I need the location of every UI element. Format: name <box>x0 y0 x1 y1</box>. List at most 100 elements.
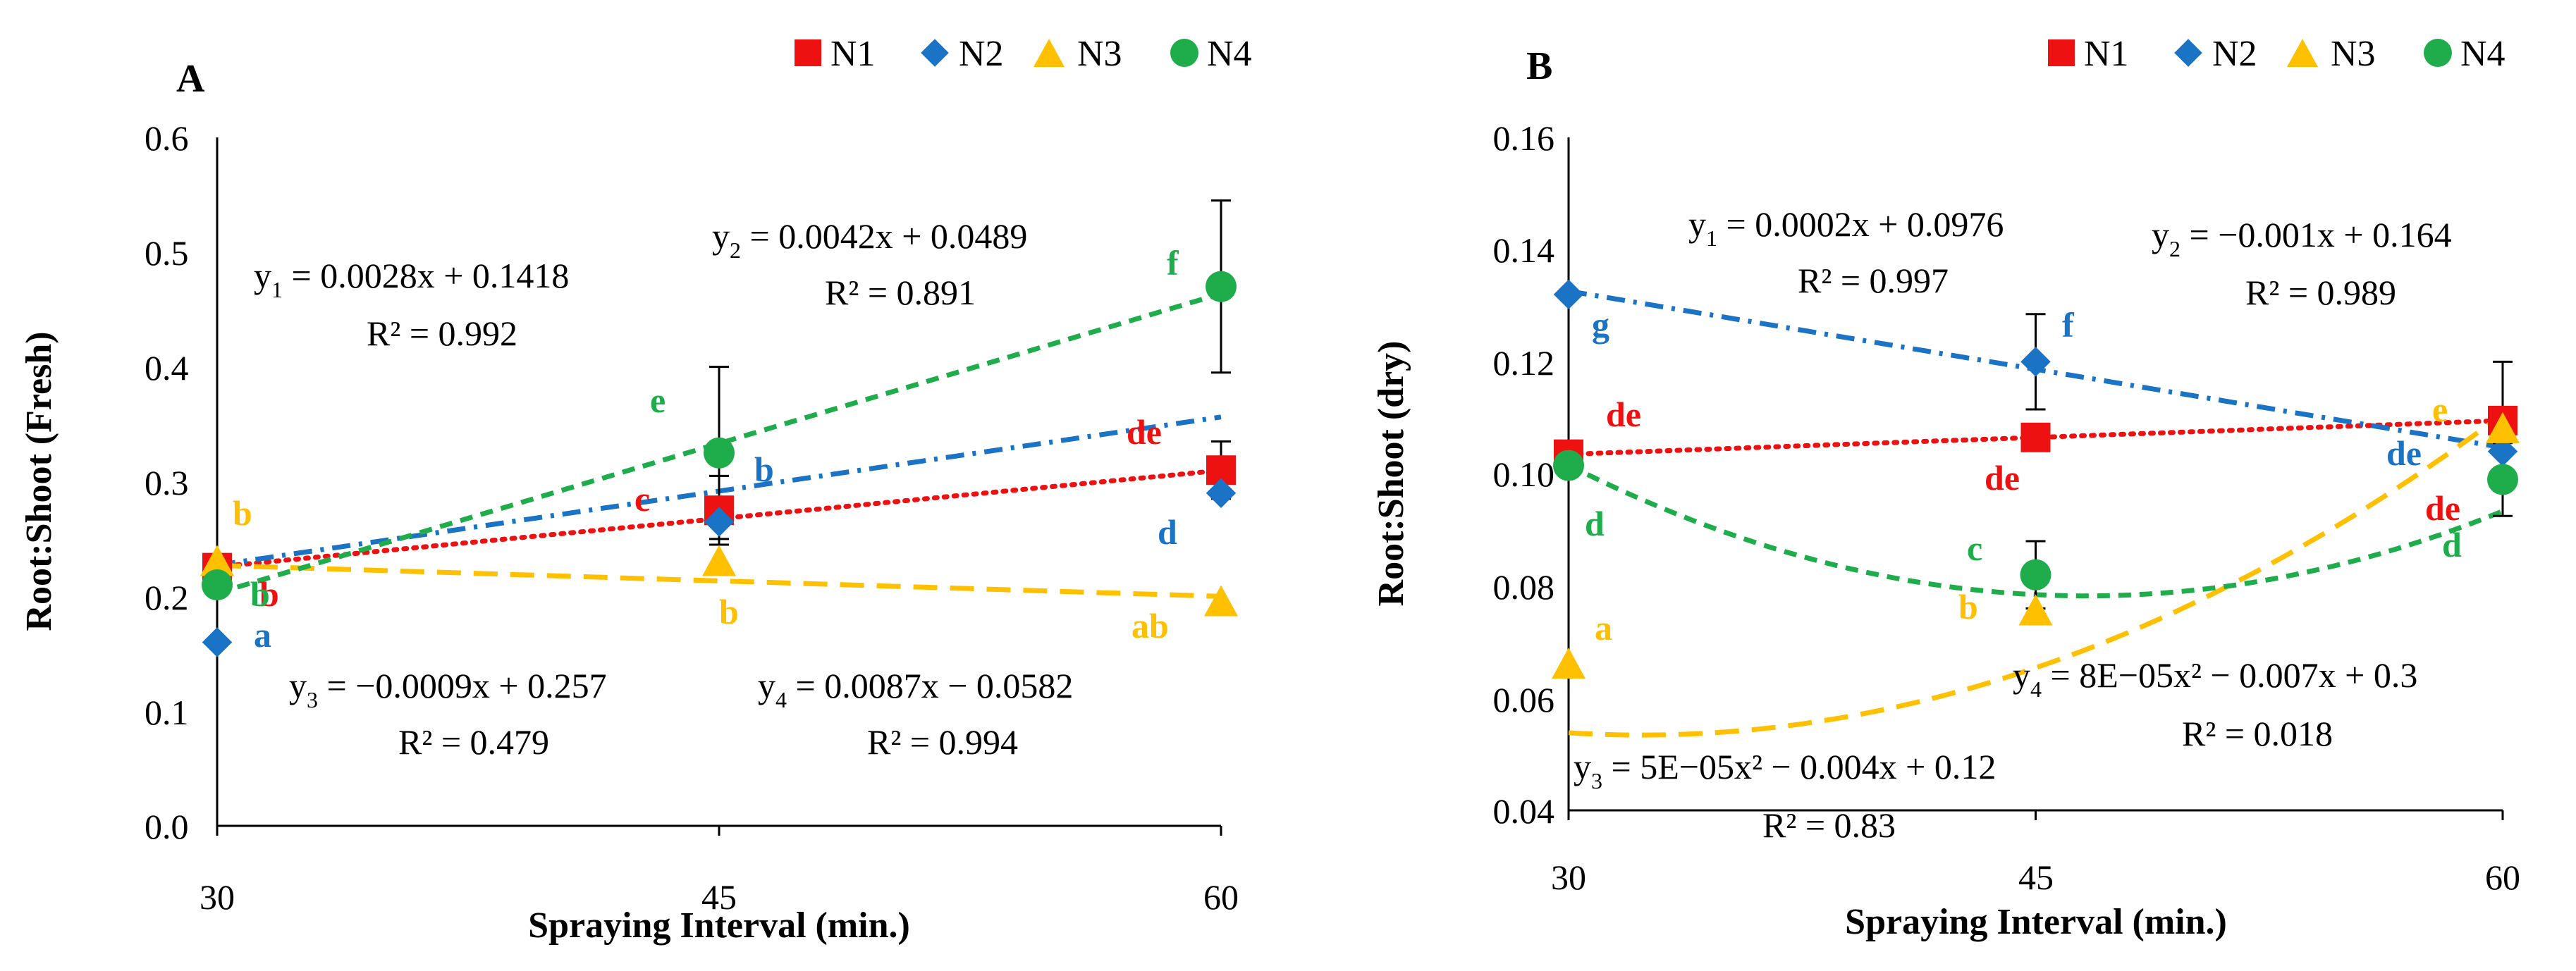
y-tick-label: 0.2 <box>145 578 189 617</box>
equation-subscript: 2 <box>2169 236 2181 261</box>
equation-lead: y <box>289 666 307 705</box>
letter-n1-x30: b <box>259 574 279 614</box>
legend-marker-n1 <box>2048 39 2075 66</box>
legend-marker-n3 <box>2287 39 2318 67</box>
equation-body: = 0.0087x − 0.0582 <box>787 666 1073 705</box>
data-point-n4-x60 <box>2487 464 2518 495</box>
equation-y2: y2 = 0.0042x + 0.0489 <box>712 216 1027 263</box>
letter-n2-x30: a <box>254 615 271 655</box>
letter-n2-x30: g <box>1592 305 1609 345</box>
chart-panel-b: B N1 N2 N3 N4 0.04 0.06 0.08 0.10 0.12 0… <box>1371 34 2520 942</box>
letter-n1-x60: de <box>2425 488 2460 528</box>
y-tick-label: 0.6 <box>145 118 189 158</box>
letter-n3-x45: b <box>1958 587 1978 626</box>
data-point-n3-x45 <box>2018 594 2053 626</box>
letter-n2-x45: b <box>754 450 774 489</box>
legend-label-n4: N4 <box>2460 34 2506 74</box>
x-axis-title: Spraying Interval (min.) <box>528 905 910 946</box>
equation-r2-1: R² = 0.992 <box>367 314 517 353</box>
trendline-n4 <box>216 291 1222 596</box>
equation-lead: y <box>712 216 730 256</box>
data-point-n4-x60 <box>1206 271 1237 302</box>
legend-marker-n4 <box>2424 39 2452 67</box>
letter-n3-x30: a <box>1595 608 1612 648</box>
equation-body: = 0.0002x + 0.0976 <box>1717 204 2004 244</box>
y-tick-label: 0.08 <box>1493 567 1555 607</box>
y-tick-label: 0.04 <box>1493 791 1555 831</box>
legend-label-n2: N2 <box>959 34 1004 74</box>
trendline-equations: y1 = 0.0002x + 0.0976 R² = 0.997 y2 = −0… <box>1574 204 2452 845</box>
legend-marker-n4 <box>1170 39 1198 67</box>
letter-n3-x60: e <box>2432 390 2448 429</box>
equation-r2-3: R² = 0.83 <box>1762 805 1896 845</box>
data-point-n4-x30 <box>1553 450 1584 481</box>
equation-body: = 5E−05x² − 0.004x + 0.12 <box>1602 747 1996 786</box>
equation-r2-3: R² = 0.479 <box>398 722 549 762</box>
letter-n1-x60: de <box>1127 412 1162 452</box>
y-tick-label: 0.4 <box>145 348 189 388</box>
equation-subscript: 3 <box>1591 768 1602 793</box>
data-point-n3-x30 <box>200 545 234 576</box>
equation-y3: y3 = 5E−05x² − 0.004x + 0.12 <box>1574 747 1996 793</box>
legend-label-n2: N2 <box>2212 34 2257 74</box>
data-point-n4-x45 <box>704 437 735 469</box>
letter-n4-x60: d <box>2442 525 2462 564</box>
plot-area <box>1552 279 2520 820</box>
equation-subscript: 1 <box>1706 225 1717 251</box>
x-axis-title: Spraying Interval (min.) <box>1845 902 2227 942</box>
equation-lead: y <box>254 256 271 295</box>
letter-n4-x60: f <box>1167 243 1179 283</box>
letter-n3-x60: ab <box>1131 606 1169 645</box>
equation-body: = 8E−05x² − 0.007x + 0.3 <box>2042 655 2417 695</box>
y-axis-title: Root:Shoot (Fresh) <box>19 331 59 631</box>
equation-subscript: 4 <box>2030 676 2042 702</box>
y-tick-labels: 0.0 0.1 0.2 0.3 0.4 0.5 0.6 <box>145 118 189 846</box>
significance-letters: b c de a b d b b ab b e f <box>233 243 1179 655</box>
equation-y4: y4 = 0.0087x − 0.0582 <box>758 666 1073 712</box>
equation-lead: y <box>2152 215 2169 254</box>
letter-n1-x45: de <box>1985 458 2020 497</box>
equation-r2-2: R² = 0.989 <box>2245 273 2396 312</box>
x-tick-label: 60 <box>1203 877 1239 917</box>
letter-n3-x45: b <box>719 592 739 631</box>
panel-label: B <box>1526 44 1552 88</box>
letter-n4-x45: c <box>1967 528 1982 568</box>
data-point-n3-x60 <box>2486 412 2520 443</box>
legend-label-n1: N1 <box>2084 34 2129 74</box>
y-tick-label: 0.14 <box>1493 230 1555 270</box>
legend: N1 N2 N3 N4 <box>795 34 1252 74</box>
equation-body: = −0.0009x + 0.257 <box>318 666 607 705</box>
y-tick-labels: 0.04 0.06 0.08 0.10 0.12 0.14 0.16 <box>1493 118 1555 831</box>
trendline-equations: y1 = 0.0028x + 0.1418 R² = 0.992 y2 = 0.… <box>254 216 1073 762</box>
equation-y4: y4 = 8E−05x² − 0.007x + 0.3 <box>2013 655 2417 702</box>
legend-label-n3: N3 <box>2331 34 2376 74</box>
legend-label-n4: N4 <box>1207 34 1252 74</box>
y-tick-label: 0.16 <box>1493 118 1555 158</box>
letter-n2-x45: f <box>2062 305 2075 345</box>
legend-label-n1: N1 <box>830 34 876 74</box>
equation-y3: y3 = −0.0009x + 0.257 <box>289 666 607 712</box>
equation-y1: y1 = 0.0002x + 0.0976 <box>1688 204 2004 251</box>
y-tick-label: 0.0 <box>145 807 189 846</box>
y-tick-label: 0.10 <box>1493 454 1555 494</box>
data-point-n3-x45 <box>702 545 736 576</box>
letter-n3-x30: b <box>233 493 252 533</box>
data-point-n1-x45 <box>2020 422 2051 452</box>
legend-marker-n3 <box>1034 39 1065 67</box>
equation-y2: y2 = −0.001x + 0.164 <box>2152 215 2452 261</box>
trendline-n3 <box>1568 412 2505 738</box>
y-tick-label: 0.5 <box>145 233 189 273</box>
y-tick-label: 0.3 <box>145 463 189 502</box>
x-tick-label: 45 <box>2018 858 2054 897</box>
equation-r2-4: R² = 0.994 <box>867 722 1018 762</box>
data-point-n2-x60 <box>1206 478 1237 508</box>
letter-n4-x30: b <box>250 574 270 614</box>
significance-letters: de de de g f de a b e d c d <box>1585 305 2462 648</box>
equation-r2-2: R² = 0.891 <box>825 273 976 312</box>
x-tick-label: 60 <box>2485 858 2520 897</box>
equation-r2-4: R² = 0.018 <box>2182 714 2333 753</box>
letter-n2-x60: de <box>2386 433 2422 473</box>
data-point-n3-x60 <box>1204 585 1238 617</box>
